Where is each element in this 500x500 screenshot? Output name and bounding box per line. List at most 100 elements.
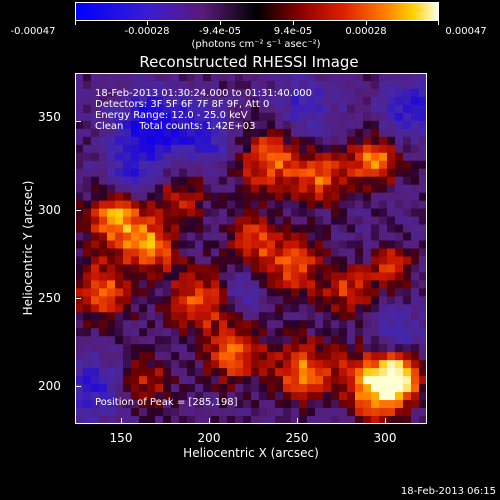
heatmap-cell bbox=[411, 344, 420, 353]
heatmap-cell bbox=[243, 344, 252, 353]
heatmap-cell bbox=[323, 376, 332, 385]
heatmap-cell bbox=[315, 272, 324, 282]
heatmap-cell bbox=[171, 200, 180, 210]
heatmap-cell bbox=[291, 320, 300, 329]
heatmap-cell bbox=[307, 352, 316, 361]
heatmap-cell bbox=[299, 328, 308, 337]
heatmap-cell bbox=[139, 304, 148, 313]
heatmap-cell bbox=[371, 384, 380, 393]
heatmap-cell bbox=[147, 200, 156, 210]
heatmap-cell bbox=[251, 128, 260, 138]
heatmap-cell bbox=[99, 200, 108, 210]
heatmap-cell bbox=[179, 104, 188, 114]
heatmap-cell bbox=[339, 144, 348, 154]
heatmap-cell bbox=[339, 80, 348, 90]
heatmap-cell bbox=[227, 144, 236, 154]
heatmap-cell bbox=[275, 240, 284, 250]
heatmap-cell bbox=[355, 136, 364, 146]
heatmap-cell bbox=[235, 216, 244, 226]
heatmap-cell bbox=[235, 304, 244, 313]
heatmap-cell bbox=[403, 416, 412, 424]
heatmap-cell bbox=[99, 416, 108, 424]
heatmap-cell bbox=[211, 344, 220, 353]
heatmap-cell bbox=[267, 416, 276, 424]
heatmap-cell bbox=[155, 73, 164, 82]
heatmap-cell bbox=[387, 112, 396, 122]
heatmap-cell bbox=[155, 80, 164, 90]
heatmap-cell bbox=[139, 200, 148, 210]
heatmap-cell bbox=[411, 104, 420, 114]
heatmap-cell bbox=[299, 80, 308, 90]
heatmap-cell bbox=[171, 408, 180, 417]
heatmap-cell bbox=[315, 280, 324, 289]
heatmap-cell bbox=[275, 80, 284, 90]
heatmap-cell bbox=[171, 152, 180, 162]
heatmap-cell bbox=[275, 200, 284, 210]
heatmap-cell bbox=[419, 128, 427, 138]
heatmap-cell bbox=[187, 400, 196, 409]
heatmap-cell bbox=[243, 304, 252, 313]
heatmap-cell bbox=[387, 328, 396, 337]
heatmap-cell bbox=[187, 120, 196, 130]
heatmap-cell bbox=[219, 256, 228, 266]
heatmap-cell bbox=[299, 392, 308, 401]
heatmap-cell bbox=[155, 120, 164, 130]
heatmap-cell bbox=[371, 296, 380, 305]
heatmap-cell bbox=[179, 248, 188, 258]
heatmap-cell bbox=[387, 176, 396, 186]
heatmap-cell bbox=[107, 120, 116, 130]
heatmap-cell bbox=[267, 168, 276, 178]
heatmap-cell bbox=[267, 296, 276, 305]
heatmap-cell bbox=[339, 360, 348, 369]
heatmap-cell bbox=[331, 408, 340, 417]
heatmap-cell bbox=[411, 256, 420, 266]
heatmap-cell bbox=[283, 152, 292, 162]
heatmap-cell bbox=[131, 400, 140, 409]
heatmap-cell bbox=[299, 408, 308, 417]
heatmap-cell bbox=[203, 336, 212, 345]
heatmap-cell bbox=[323, 200, 332, 210]
heatmap-cell bbox=[291, 232, 300, 242]
heatmap-cell bbox=[259, 296, 268, 305]
heatmap-cell bbox=[163, 112, 172, 122]
heatmap-cell bbox=[299, 384, 308, 393]
heatmap-cell bbox=[283, 144, 292, 154]
heatmap-cell bbox=[187, 352, 196, 361]
heatmap-cell bbox=[171, 168, 180, 178]
heatmap-cell bbox=[91, 368, 100, 377]
heatmap-cell bbox=[243, 200, 252, 210]
heatmap-cell bbox=[123, 144, 132, 154]
heatmap-cell bbox=[131, 256, 140, 266]
heatmap-cell bbox=[203, 416, 212, 424]
heatmap-cell bbox=[347, 376, 356, 385]
heatmap-cell bbox=[139, 144, 148, 154]
heatmap-cell bbox=[275, 256, 284, 266]
heatmap-cell bbox=[99, 256, 108, 266]
heatmap-cell bbox=[131, 88, 140, 98]
heatmap-cell bbox=[283, 328, 292, 337]
heatmap-cell bbox=[195, 304, 204, 313]
heatmap-cell bbox=[395, 408, 404, 417]
heatmap-cell bbox=[75, 336, 84, 345]
heatmap-cell bbox=[115, 368, 124, 377]
heatmap-cell bbox=[355, 328, 364, 337]
heatmap-cell bbox=[315, 96, 324, 106]
heatmap-cell bbox=[211, 328, 220, 337]
heatmap-cell bbox=[99, 192, 108, 202]
heatmap-cell bbox=[131, 176, 140, 186]
heatmap-cell bbox=[211, 408, 220, 417]
heatmap-cell bbox=[195, 336, 204, 345]
heatmap-cell bbox=[347, 104, 356, 114]
heatmap-cell bbox=[307, 400, 316, 409]
heatmap-cell bbox=[363, 184, 372, 194]
heatmap-cell bbox=[107, 360, 116, 369]
heatmap-cell bbox=[387, 320, 396, 329]
heatmap-cell bbox=[163, 73, 172, 82]
heatmap-cell bbox=[403, 176, 412, 186]
heatmap-cell bbox=[99, 96, 108, 106]
heatmap-cell bbox=[83, 248, 92, 258]
heatmap-cell bbox=[155, 208, 164, 218]
heatmap-cell bbox=[315, 360, 324, 369]
heatmap-cell bbox=[275, 224, 284, 234]
heatmap-cell bbox=[203, 320, 212, 329]
